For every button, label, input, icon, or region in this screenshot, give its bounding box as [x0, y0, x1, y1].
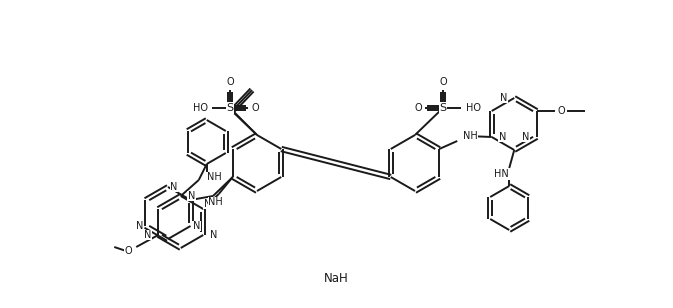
Text: N: N [210, 230, 217, 240]
Text: O: O [439, 77, 447, 87]
Text: NH: NH [209, 197, 223, 207]
Text: O: O [125, 246, 132, 256]
Text: N: N [522, 132, 530, 142]
Text: HO: HO [192, 103, 207, 113]
Text: NH: NH [207, 172, 221, 182]
Text: S: S [226, 103, 234, 113]
Text: NH: NH [204, 199, 218, 209]
Text: N: N [188, 191, 195, 201]
Text: O: O [226, 77, 234, 87]
Text: HN: HN [494, 169, 509, 179]
Text: HO: HO [466, 103, 481, 113]
Text: N: N [136, 221, 143, 231]
Text: NH: NH [463, 131, 478, 141]
Text: N: N [499, 132, 506, 142]
Text: O: O [251, 103, 259, 113]
Text: S: S [439, 103, 447, 113]
Text: N: N [144, 230, 151, 240]
Text: N: N [170, 182, 178, 192]
Text: O: O [558, 106, 565, 116]
Text: N: N [500, 93, 507, 103]
Text: N: N [193, 221, 200, 231]
Text: O: O [414, 103, 422, 113]
Text: NaH: NaH [324, 271, 349, 285]
